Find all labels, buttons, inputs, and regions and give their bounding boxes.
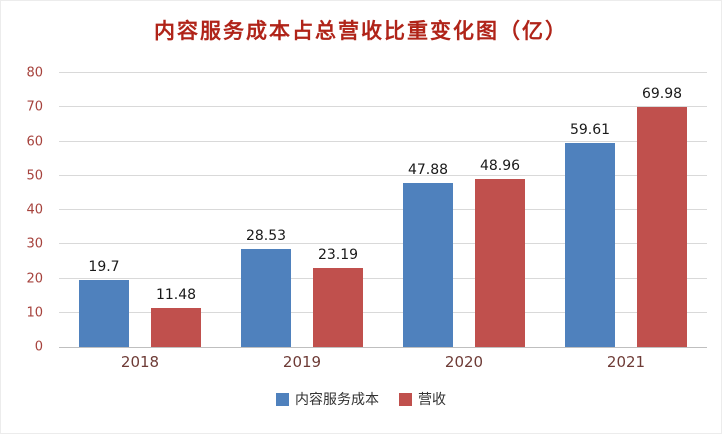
y-tick-label: 10	[26, 305, 43, 321]
gridline	[59, 174, 707, 176]
bar-value-label: 11.48	[155, 286, 197, 303]
legend-item: 营收	[399, 389, 446, 409]
gridline	[59, 140, 707, 142]
bar-营收-2019	[313, 267, 363, 347]
bar-wrap: 23.19	[313, 73, 363, 347]
bar-group-2021: 59.61 69.98	[545, 73, 707, 347]
x-tick-label: 2020	[444, 353, 484, 371]
bar-营收-2018	[151, 307, 201, 347]
x-tick-label: 2019	[282, 353, 322, 371]
y-tick-label: 50	[26, 168, 43, 184]
bar-value-label: 47.88	[407, 162, 449, 179]
gridline	[59, 72, 707, 73]
chart-title: 内容服务成本占总营收比重变化图（亿）	[154, 19, 568, 43]
bar-内容服务成本-2020	[403, 183, 453, 347]
bar-value-label: 69.98	[641, 86, 683, 103]
bar-内容服务成本-2021	[565, 142, 615, 347]
gridline	[59, 311, 707, 313]
y-tick-label: 80	[26, 65, 43, 81]
bar-value-label: 19.7	[88, 258, 120, 275]
bar-group-2020: 47.88 48.96	[383, 73, 545, 347]
bar-wrap: 19.7	[79, 73, 129, 347]
legend-swatch-icon	[276, 392, 289, 406]
bar-内容服务成本-2018	[79, 279, 129, 347]
y-tick-label: 0	[34, 339, 43, 355]
legend: 内容服务成本 营收	[1, 389, 721, 409]
legend-swatch-icon	[399, 392, 412, 406]
y-tick-label: 70	[26, 99, 43, 115]
bar-value-label: 48.96	[479, 158, 521, 175]
bar-value-label: 23.19	[317, 246, 359, 263]
plot-area: 19.7 11.48 28.53 23.19 47.88 48.96 59.61 69.98	[59, 72, 707, 348]
bar-营收-2021	[637, 107, 687, 347]
bar-wrap: 28.53	[241, 73, 291, 347]
legend-item: 内容服务成本	[276, 389, 379, 409]
x-tick-label: 2021	[606, 353, 646, 371]
x-tick-label: 2018	[120, 353, 160, 371]
bar-group-2019: 28.53 23.19	[221, 73, 383, 347]
x-axis: 2018 2019 2020 2021	[59, 353, 707, 375]
legend-label: 内容服务成本	[295, 392, 379, 408]
bar-营收-2020	[475, 179, 525, 347]
bar-wrap: 69.98	[637, 73, 687, 347]
gridline	[59, 277, 707, 279]
gridline	[59, 209, 707, 210]
gridline	[59, 106, 707, 108]
y-tick-label: 60	[26, 134, 43, 149]
bar-value-label: 28.53	[245, 228, 287, 245]
bar-wrap: 11.48	[151, 73, 201, 347]
y-tick-label: 20	[26, 271, 43, 286]
y-axis: 0 10 20 30 40 50 60 70 80	[1, 66, 51, 355]
y-tick-label: 40	[26, 202, 43, 218]
legend-label: 营收	[418, 392, 446, 408]
bar-wrap: 47.88	[403, 73, 453, 347]
bar-group-2018: 19.7 11.48	[59, 73, 221, 347]
bar-wrap: 59.61	[565, 73, 615, 347]
bar-groups: 19.7 11.48 28.53 23.19 47.88 48.96 59.61 69.98	[59, 73, 707, 347]
bar-内容服务成本-2019	[241, 249, 291, 347]
gridline	[59, 243, 707, 245]
bar-value-label: 59.61	[569, 121, 611, 138]
bar-wrap: 48.96	[475, 73, 525, 347]
y-tick-label: 30	[26, 236, 43, 252]
